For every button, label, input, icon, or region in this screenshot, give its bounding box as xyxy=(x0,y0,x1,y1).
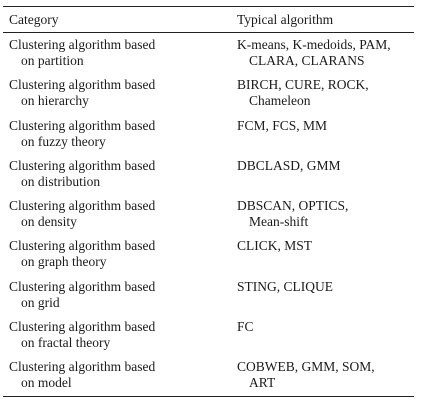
algorithm-cell: STING, CLIQUE xyxy=(235,279,414,315)
category-line-1: Clustering algorithm based xyxy=(9,37,156,52)
category-cell: Clustering algorithm based on density xyxy=(3,198,235,234)
category-line-1: Clustering algorithm based xyxy=(9,359,156,375)
algorithm-line-2: Chameleon xyxy=(249,93,311,109)
category-line-1: Clustering algorithm based xyxy=(9,157,156,173)
category-line-2: on fractal theory xyxy=(21,335,111,351)
algorithm-line-1: COBWEB, GMM, SOM, xyxy=(237,359,375,375)
table-row: Clustering algorithm based on fractal th… xyxy=(3,315,414,355)
algorithm-cell: CLICK, MST xyxy=(235,238,414,274)
header-algorithm: Typical algorithm xyxy=(237,11,334,27)
table-row: Clustering algorithm based on grid STING… xyxy=(3,275,414,315)
algorithm-table: Category Typical algorithm Clustering al… xyxy=(3,6,414,397)
algorithm-line-1: K-means, K-medoids, PAM, xyxy=(237,37,391,52)
table-row: Clustering algorithm based on density DB… xyxy=(3,194,414,234)
category-cell: Clustering algorithm based on hierarchy xyxy=(3,77,235,113)
table-row: Clustering algorithm based on distributi… xyxy=(3,154,414,194)
category-line-1: Clustering algorithm based xyxy=(9,278,156,294)
category-cell: Clustering algorithm based on grid xyxy=(3,279,235,315)
category-line-1: Clustering algorithm based xyxy=(9,117,156,133)
algorithm-line-1: FCM, FCS, MM xyxy=(237,117,328,133)
category-line-1: Clustering algorithm based xyxy=(9,319,156,335)
algorithm-cell: COBWEB, GMM, SOM, ART xyxy=(235,359,414,395)
category-line-2: on model xyxy=(21,375,72,391)
algorithm-line-1: DBSCAN, OPTICS, xyxy=(237,198,349,214)
category-line-1: Clustering algorithm based xyxy=(9,238,156,254)
table-row: Clustering algorithm based on hierarchy … xyxy=(3,73,414,113)
algorithm-line-1: STING, CLIQUE xyxy=(237,278,333,294)
category-line-1: Clustering algorithm based xyxy=(9,198,156,214)
table-header: Category Typical algorithm xyxy=(3,7,414,32)
algorithm-cell: DBSCAN, OPTICS, Mean-shift xyxy=(235,198,414,234)
category-cell: Clustering algorithm based on partition xyxy=(3,37,235,73)
table-row: Clustering algorithm based on partition … xyxy=(3,33,414,73)
header-rule xyxy=(3,32,414,33)
table-row: Clustering algorithm based on fuzzy theo… xyxy=(3,114,414,154)
category-cell: Clustering algorithm based on fractal th… xyxy=(3,319,235,355)
category-line-1: Clustering algorithm based xyxy=(9,77,156,93)
category-cell: Clustering algorithm based on graph theo… xyxy=(3,238,235,274)
category-line-2: on fuzzy theory xyxy=(21,133,106,149)
header-category: Category xyxy=(9,11,59,27)
algorithm-line-1: FC xyxy=(237,319,254,335)
table-body: Clustering algorithm based on partition … xyxy=(3,33,414,396)
category-cell: Clustering algorithm based on distributi… xyxy=(3,158,235,194)
category-cell: Clustering algorithm based on model xyxy=(3,359,235,395)
category-line-2: on grid xyxy=(21,294,60,310)
algorithm-cell: FC xyxy=(235,319,414,355)
algorithm-line-1: DBCLASD, GMM xyxy=(237,157,341,173)
algorithm-line-2: Mean-shift xyxy=(249,214,309,230)
category-line-2: on partition xyxy=(21,53,84,68)
top-rule xyxy=(3,6,414,7)
algorithm-cell: DBCLASD, GMM xyxy=(235,158,414,194)
category-line-2: on hierarchy xyxy=(21,93,89,109)
algorithm-cell: BIRCH, CURE, ROCK, Chameleon xyxy=(235,77,414,113)
bottom-rule xyxy=(3,395,414,397)
category-line-2: on graph theory xyxy=(21,254,107,270)
algorithm-cell: FCM, FCS, MM xyxy=(235,118,414,154)
table-row: Clustering algorithm based on model COBW… xyxy=(3,355,414,395)
algorithm-line-1: CLICK, MST xyxy=(237,238,313,254)
algorithm-line-2: ART xyxy=(249,375,276,391)
category-line-2: on distribution xyxy=(21,173,101,189)
algorithm-cell: K-means, K-medoids, PAM, CLARA, CLARANS xyxy=(235,37,414,73)
category-line-2: on density xyxy=(21,214,77,230)
category-cell: Clustering algorithm based on fuzzy theo… xyxy=(3,118,235,154)
algorithm-line-1: BIRCH, CURE, ROCK, xyxy=(237,77,369,93)
table-row: Clustering algorithm based on graph theo… xyxy=(3,234,414,274)
algorithm-line-2: CLARA, CLARANS xyxy=(249,53,365,68)
